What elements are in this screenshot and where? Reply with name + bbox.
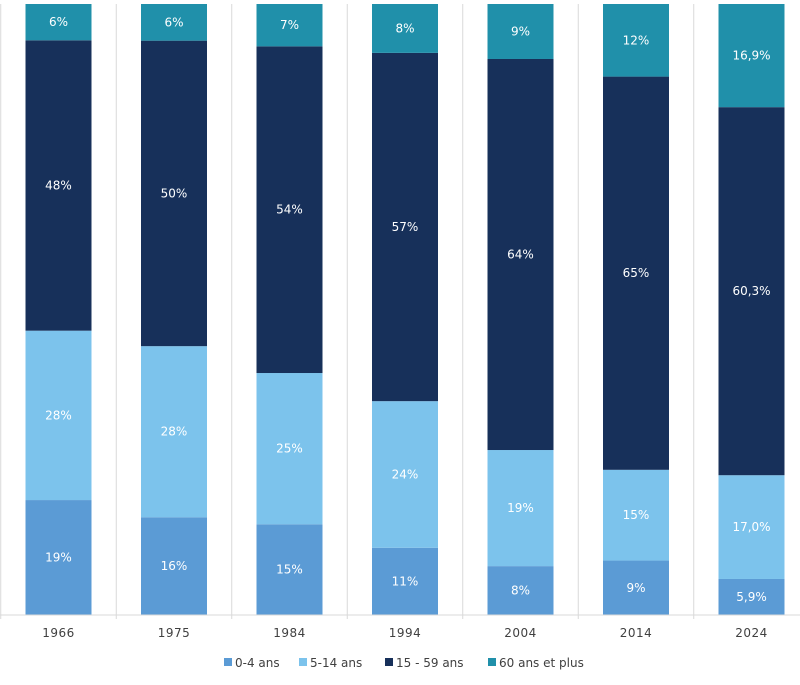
data-label: 11% — [392, 574, 419, 588]
data-label: 19% — [45, 551, 72, 565]
bar-segment — [603, 469, 669, 561]
data-label: 9% — [626, 581, 645, 595]
data-label: 50% — [161, 186, 188, 200]
data-label: 15% — [623, 508, 650, 522]
data-label: 54% — [276, 203, 303, 217]
legend-label: 15 - 59 ans — [396, 656, 464, 670]
bars-layer — [25, 4, 785, 615]
bar-segment — [372, 547, 438, 615]
data-label: 24% — [392, 467, 419, 481]
bar-segment — [141, 346, 207, 518]
x-tick-label: 2014 — [620, 626, 653, 640]
bar-segment — [256, 4, 323, 47]
data-label: 5,9% — [736, 590, 767, 604]
data-label: 12% — [623, 33, 650, 47]
bar-segment — [487, 450, 554, 567]
bar-segment — [141, 40, 207, 347]
bar-segment — [372, 52, 438, 402]
bar-segment — [603, 560, 669, 615]
bar-segment — [25, 40, 92, 331]
bar-segment — [603, 76, 669, 470]
data-label: 15% — [276, 563, 303, 577]
data-label: 57% — [392, 220, 419, 234]
bar-segment — [25, 330, 92, 501]
data-label: 8% — [395, 21, 414, 35]
data-label: 16,9% — [732, 49, 770, 63]
data-label: 19% — [507, 501, 534, 515]
legend-label: 60 ans et plus — [499, 656, 584, 670]
data-label: 6% — [49, 15, 68, 29]
legend-swatch — [488, 658, 496, 666]
bar-segment — [256, 524, 323, 615]
data-label: 7% — [280, 18, 299, 32]
bar-segment — [718, 475, 785, 579]
data-label: 28% — [161, 425, 188, 439]
bar-segment — [487, 58, 554, 451]
legend-label: 0-4 ans — [235, 656, 280, 670]
data-label: 25% — [276, 442, 303, 456]
bar-segment — [487, 4, 554, 59]
bar-segment — [25, 4, 92, 41]
data-label: 17,0% — [732, 520, 770, 534]
bar-segment — [141, 517, 207, 615]
bar-segment — [603, 4, 669, 77]
bar-segment — [718, 578, 785, 615]
data-label: 60,3% — [732, 284, 770, 298]
bar-segment — [141, 4, 207, 41]
bar-segment — [718, 4, 785, 108]
bar-segment — [718, 107, 785, 476]
data-label: 8% — [511, 584, 530, 598]
bar-segment — [25, 500, 92, 615]
data-label: 9% — [511, 24, 530, 38]
legend-swatch — [224, 658, 232, 666]
x-tick-label: 1994 — [389, 626, 422, 640]
data-label: 48% — [45, 178, 72, 192]
x-tick-label: 2004 — [504, 626, 537, 640]
data-label: 64% — [507, 248, 534, 262]
bar-segment — [372, 401, 438, 548]
bar-segment — [256, 46, 323, 374]
legend-swatch — [299, 658, 307, 666]
data-label: 28% — [45, 408, 72, 422]
legend-swatch — [385, 658, 393, 666]
legend: 0-4 ans 5-14 ans 15 - 59 ans 60 ans et plus — [224, 656, 584, 670]
bar-segment — [256, 373, 323, 525]
category-separators — [0, 4, 695, 619]
data-label: 6% — [164, 15, 183, 29]
x-tick-label: 1975 — [158, 626, 191, 640]
data-label: 16% — [161, 559, 188, 573]
x-tick-label: 1966 — [42, 626, 75, 640]
x-tick-label: 1984 — [273, 626, 306, 640]
bar-segment — [372, 4, 438, 53]
x-tick-label: 2024 — [735, 626, 768, 640]
data-labels-layer: 19% 28% 48% 6% 16% 28% 50% 6% 15% 25% 54% 7% 11% 24% 5… — [45, 15, 770, 604]
bar-segment — [487, 566, 554, 615]
x-axis-ticks: 1966 1975 1984 1994 2004 2014 2024 — [42, 626, 768, 640]
legend-label: 5-14 ans — [310, 656, 362, 670]
data-label: 65% — [623, 266, 650, 280]
